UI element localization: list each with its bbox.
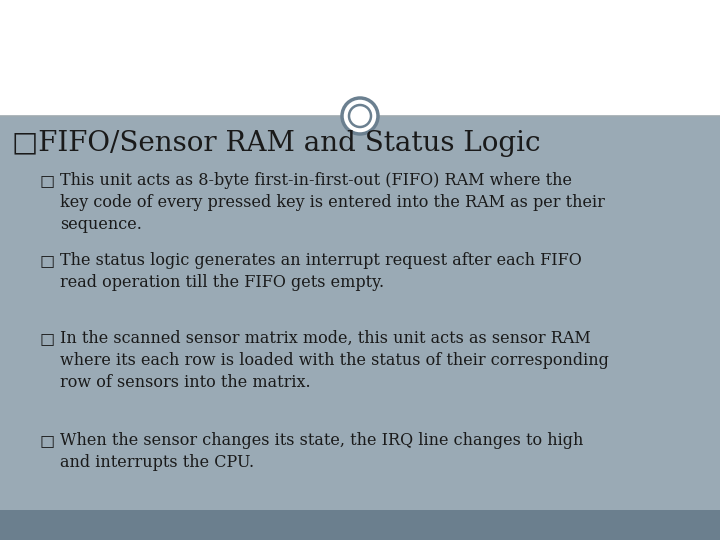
Text: □: □	[40, 252, 55, 269]
Text: In the scanned sensor matrix mode, this unit acts as sensor RAM
where its each r: In the scanned sensor matrix mode, this …	[60, 330, 609, 392]
Text: When the sensor changes its state, the IRQ line changes to high
and interrupts t: When the sensor changes its state, the I…	[60, 432, 583, 471]
Text: The status logic generates an interrupt request after each FIFO
read operation t: The status logic generates an interrupt …	[60, 252, 582, 291]
Text: □: □	[40, 172, 55, 189]
Bar	[0, 0, 720, 116]
Circle shape	[349, 105, 371, 127]
Text: □: □	[40, 432, 55, 449]
Bar	[0, 116, 720, 510]
Text: □FIFO/Sensor RAM and Status Logic: □FIFO/Sensor RAM and Status Logic	[12, 130, 541, 157]
Bar	[0, 510, 720, 540]
Circle shape	[342, 98, 378, 134]
Text: □: □	[40, 330, 55, 347]
Text: This unit acts as 8-byte first-in-first-out (FIFO) RAM where the
key code of eve: This unit acts as 8-byte first-in-first-…	[60, 172, 605, 233]
